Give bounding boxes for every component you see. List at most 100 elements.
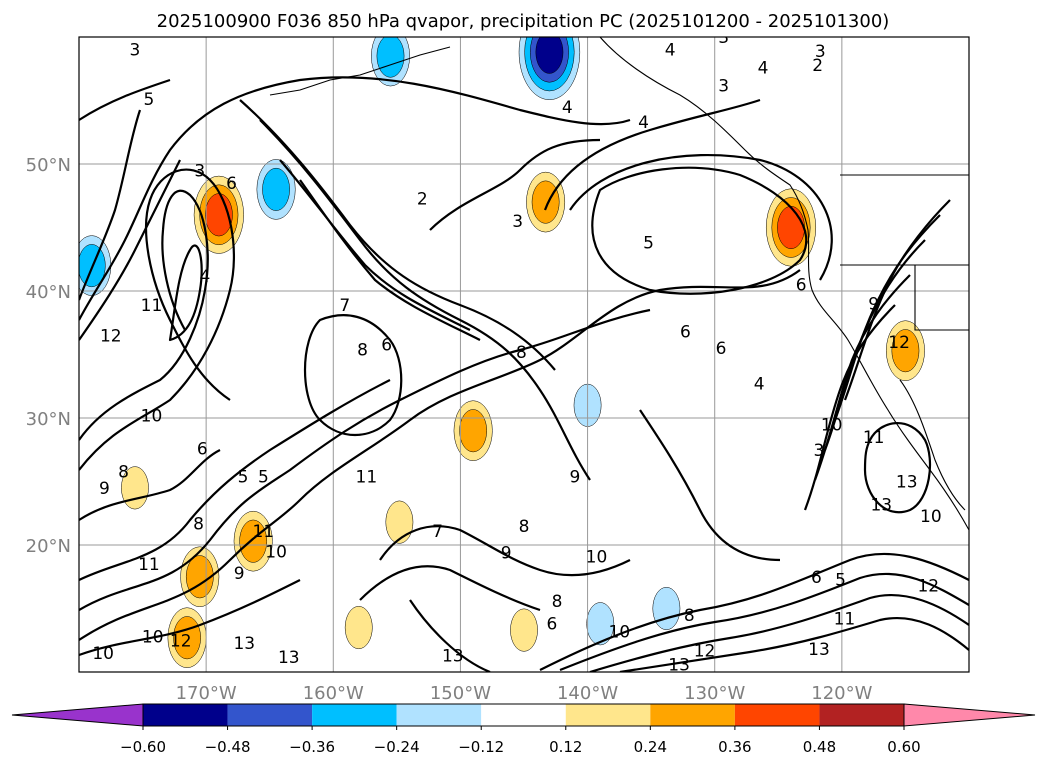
colorbar-segment [396,704,482,726]
contour-label: 10 [265,542,287,562]
precip-blob [344,606,373,650]
contour-line [79,78,171,121]
precip-level [510,608,538,652]
precip-level [777,206,805,249]
baja-coastline [899,379,966,511]
colorbar-segment [650,704,735,726]
contour-label: 8 [552,592,563,612]
precip-blob [652,587,681,630]
contour-line [559,572,969,672]
contour-line [279,159,471,331]
contour-line [569,154,833,281]
precip-blob [518,37,581,100]
contour-label: 11 [253,522,275,542]
contour-label: 6 [381,335,392,355]
contour-label: 3 [718,28,729,48]
contour-line [79,308,651,611]
colorbar-tick-label: 0.36 [718,738,751,756]
contour-label: 10 [609,622,631,642]
colorbar-extend-min [11,703,144,727]
precip-blob [180,546,220,607]
contour-line [591,166,808,295]
contour-label: 13 [233,634,255,654]
contour-label: 6 [226,174,237,194]
colorbar-segment [227,704,313,726]
precip-level [586,602,615,646]
colorbar-segment [734,704,820,726]
qvapor-contours [79,76,969,672]
x-tick-label: 120°W [811,683,872,704]
contour-line [79,269,801,641]
contour-line [79,449,221,521]
contour-label: 8 [519,517,530,537]
contour-line [409,599,491,672]
contour-line [543,98,761,211]
contour-label: 11 [141,296,163,316]
colorbar-tick-label: −0.12 [458,738,504,756]
precip-blob [233,510,273,572]
map-panel: 3536234443343256646912101131313101256111… [78,28,970,675]
aleutian-coastline [269,46,451,96]
precip-blob [885,320,925,381]
contour-line [429,138,601,231]
contour-label: 13 [278,648,300,668]
contour-label: 11 [356,467,378,487]
contour-line [539,552,969,671]
contour-label: 12 [917,577,939,597]
contour-label: 13 [808,640,830,660]
contour-line [299,179,481,341]
contour-label: 8 [118,462,129,482]
colorbar-tick-label: −0.48 [205,738,251,756]
precip-blob [385,500,414,544]
coastlines [269,37,969,531]
precip-blob [765,188,817,267]
precip-level [891,329,920,373]
precip-level [239,519,268,563]
precip-level [385,500,414,544]
contour-label: 13 [668,655,690,675]
precip-level [344,606,373,650]
contour-label: 4 [665,41,676,61]
colorbar-extend-max [903,703,1036,727]
contour-label: 5 [835,570,846,590]
precip-level [262,167,290,211]
colorbar-tick-label: 0.48 [803,738,836,756]
contour-label: 9 [868,295,879,315]
map-background [79,37,969,672]
x-tick-label: 130°W [684,683,745,704]
contour-label: 3 [814,441,825,461]
contour-line [79,579,301,657]
contour-line [79,76,631,321]
x-tick-label: 170°W [176,683,237,704]
contour-line [79,379,391,581]
contour-line [79,109,142,301]
precip-pc-shading [79,37,925,668]
contour-label: 7 [432,522,443,542]
map-frame [78,36,970,673]
contour-label: 3 [512,212,523,232]
contour-label: 3 [130,41,141,61]
precip-blob [526,171,566,233]
contour-label: 9 [569,467,580,487]
graticule [79,37,969,672]
contour-labels: 3536234443343256646912101131313101256111… [92,28,941,675]
contour-line [359,565,541,612]
colorbar-segment [565,704,651,726]
contour-line [379,525,631,577]
colorbar-tick-label: −0.36 [289,738,335,756]
contour-line [863,422,932,514]
y-tick-label: 20°N [26,536,71,557]
colorbar-segment [312,704,397,726]
contour-label: 6 [197,439,208,459]
colorbar-tick-label: 0.24 [634,738,667,756]
precip-level [376,37,405,78]
x-tick-label: 150°W [430,683,491,704]
chart-title: 2025100900 F036 850 hPa qvapor, precipit… [157,11,890,32]
contour-label: 12 [888,333,910,353]
contour-label: 6 [547,615,558,635]
precip-blob [371,37,410,87]
colorbar-segment [481,704,566,726]
colorbar-frame [142,703,905,727]
contour-label: 8 [357,340,368,360]
